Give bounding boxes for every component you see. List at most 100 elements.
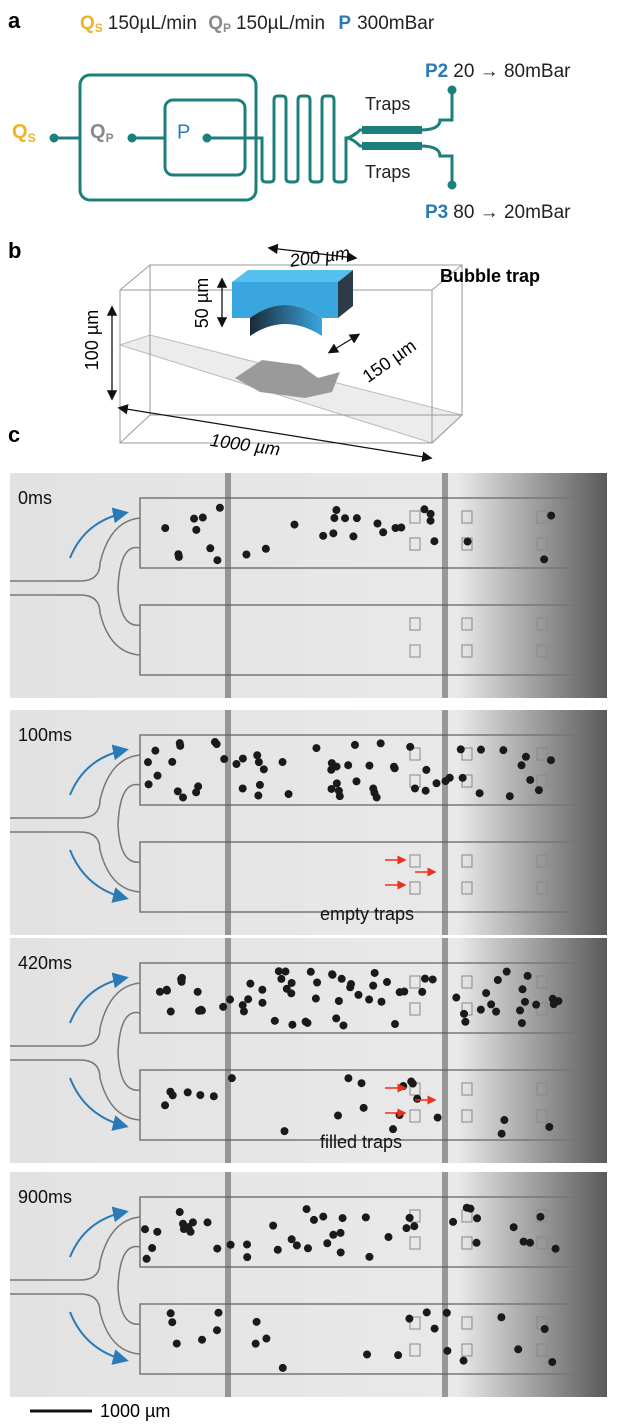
subscript: P	[223, 21, 231, 35]
bead	[410, 784, 419, 793]
symbol: Q	[90, 121, 106, 143]
symbol: P	[338, 13, 351, 34]
trap	[536, 510, 548, 524]
outlet-name: P3	[425, 202, 448, 223]
bead	[168, 1318, 177, 1327]
bead	[405, 1314, 414, 1323]
bead	[198, 1335, 207, 1344]
bead	[445, 773, 454, 782]
bead	[391, 1020, 400, 1029]
bead	[329, 529, 338, 538]
bead	[344, 1074, 353, 1083]
trap	[461, 854, 473, 868]
junction	[10, 517, 141, 656]
trap	[536, 1109, 548, 1123]
bead	[334, 996, 343, 1005]
micrograph: 900ms	[10, 1172, 607, 1397]
bead	[280, 1127, 289, 1136]
bead	[287, 1235, 296, 1244]
bead	[338, 1214, 347, 1223]
trap	[461, 1343, 473, 1357]
bead	[323, 1239, 332, 1248]
bead	[497, 1313, 506, 1322]
bead	[384, 1233, 393, 1242]
bead	[502, 967, 511, 976]
bead	[410, 1222, 419, 1231]
bead	[516, 1006, 525, 1015]
trap	[461, 1082, 473, 1096]
time-label: 0ms	[18, 488, 52, 508]
stripe	[442, 1172, 448, 1397]
bubble-trap-3d	[106, 243, 464, 462]
flow-arrow	[69, 744, 129, 796]
bead	[336, 1248, 345, 1257]
bead	[328, 970, 337, 979]
bead	[290, 520, 299, 529]
bead	[303, 1244, 312, 1253]
bead	[395, 1111, 404, 1120]
bead	[426, 509, 435, 518]
bead	[269, 1221, 278, 1230]
bead	[155, 987, 164, 996]
bead	[426, 516, 435, 525]
bead	[255, 780, 264, 789]
panel-label: c	[8, 422, 20, 447]
bead	[341, 514, 350, 523]
bead	[153, 1227, 162, 1236]
bead	[214, 1308, 223, 1317]
channel	[139, 1069, 576, 1141]
bead	[253, 751, 262, 760]
bead	[357, 1079, 366, 1088]
bead	[500, 1116, 509, 1125]
bead	[382, 978, 391, 987]
channel	[139, 962, 576, 1034]
bead	[196, 1091, 205, 1100]
trap	[409, 881, 421, 895]
bead	[252, 1317, 261, 1326]
bead	[517, 761, 526, 770]
trap	[536, 644, 548, 658]
outlet-name: P2	[425, 61, 448, 82]
bead	[421, 786, 430, 795]
bead	[261, 544, 270, 553]
bead	[458, 773, 467, 782]
trap	[461, 747, 473, 761]
trap	[409, 1343, 421, 1357]
bead	[311, 994, 320, 1003]
bead	[406, 742, 415, 751]
bead	[220, 755, 229, 764]
bead	[493, 975, 502, 984]
trap	[536, 1343, 548, 1357]
trap	[409, 1002, 421, 1016]
bead	[499, 746, 508, 755]
bead	[473, 1214, 482, 1223]
bead	[212, 1326, 221, 1335]
bead	[278, 1363, 287, 1372]
bead	[349, 532, 358, 541]
bead	[209, 1092, 218, 1101]
bead	[213, 1244, 222, 1253]
bead	[361, 1213, 370, 1222]
bead	[549, 1000, 558, 1009]
bead	[302, 1205, 311, 1214]
bead	[492, 1007, 501, 1016]
bead	[433, 1113, 442, 1122]
bead	[523, 971, 532, 980]
bead	[521, 997, 530, 1006]
bead	[352, 514, 361, 523]
trap	[536, 774, 548, 788]
bead	[142, 1254, 151, 1263]
stripe	[225, 473, 231, 698]
bead	[449, 1217, 458, 1226]
junction	[10, 754, 141, 893]
bead	[487, 1000, 496, 1009]
trap	[461, 881, 473, 895]
outlet-pressure: 20 → 80mBar	[453, 61, 571, 82]
bead	[370, 968, 379, 977]
trap	[409, 1236, 421, 1250]
bead	[274, 967, 283, 976]
bead	[519, 1237, 528, 1246]
trap	[536, 1082, 548, 1096]
bead	[332, 506, 341, 515]
bead	[238, 1001, 247, 1010]
